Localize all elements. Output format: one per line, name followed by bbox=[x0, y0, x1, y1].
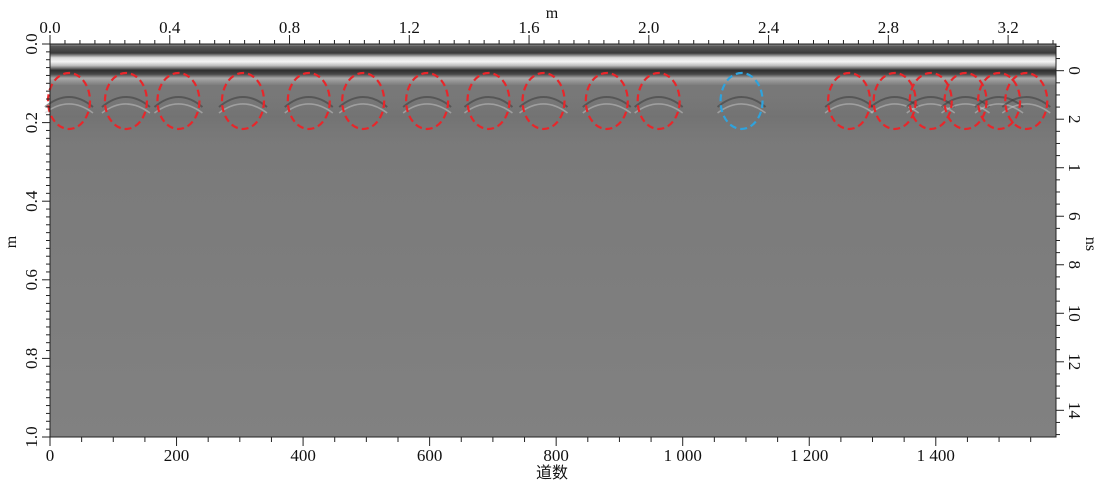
bottom-tick-label: 800 bbox=[543, 446, 569, 465]
right-tick-label: 10 bbox=[1065, 305, 1084, 322]
surface-reflection-band bbox=[50, 45, 1056, 86]
anomaly-ellipse-blue bbox=[719, 71, 764, 131]
anomaly-ellipse-red bbox=[220, 71, 266, 131]
bottom-axis: 0 200 400 600 800 1 000 1 200 1 400 bbox=[46, 437, 1032, 465]
top-axis: 0.0 0.4 0.8 1.2 1.6 2.0 2.4 2.8 3.2 bbox=[39, 18, 1054, 44]
shallow-texture-band bbox=[50, 83, 1056, 151]
right-tick-label: 0 bbox=[1065, 66, 1084, 75]
anomaly-ellipse-red bbox=[908, 71, 953, 131]
top-axis-label: m bbox=[546, 5, 559, 22]
bottom-tick-label: 1 200 bbox=[790, 446, 828, 465]
right-tick-label: 8 bbox=[1065, 261, 1084, 270]
anomaly-ellipse-red bbox=[46, 71, 92, 131]
anomaly-ellipse-red bbox=[943, 71, 988, 131]
anomaly-ellipse-red bbox=[156, 71, 201, 131]
right-axis-label: ns bbox=[1082, 237, 1099, 251]
left-tick-label: 1.0 bbox=[22, 426, 41, 447]
bottom-tick-label: 400 bbox=[290, 446, 316, 465]
top-tick-label: 0.0 bbox=[39, 18, 60, 37]
left-tick-label: 0.2 bbox=[22, 112, 41, 133]
bottom-tick-label: 1 000 bbox=[664, 446, 702, 465]
top-tick-label: 0.8 bbox=[279, 18, 300, 37]
right-tick-label: 12 bbox=[1065, 353, 1084, 370]
anomaly-ellipse-red bbox=[584, 71, 629, 131]
plot-area bbox=[44, 43, 1057, 438]
anomaly-ellipse-red bbox=[103, 71, 149, 131]
right-tick-label: 1 bbox=[1065, 163, 1084, 172]
top-tick-label: 1.2 bbox=[399, 18, 420, 37]
left-axis-label: m bbox=[3, 235, 20, 248]
anomaly-ellipse-red bbox=[286, 71, 331, 131]
left-tick-label: 0.0 bbox=[22, 33, 41, 54]
anomaly-ellipse-red bbox=[1004, 71, 1049, 131]
bottom-axis-label: 道数 bbox=[536, 464, 568, 481]
anomaly-ellipse-red bbox=[521, 71, 566, 131]
right-tick-label: 14 bbox=[1065, 402, 1084, 420]
top-tick-label: 0.4 bbox=[159, 18, 181, 37]
right-tick-label: 6 bbox=[1065, 212, 1084, 221]
top-tick-label: 2.0 bbox=[638, 18, 659, 37]
left-tick-label: 0.6 bbox=[22, 269, 41, 290]
anomaly-ellipse-red bbox=[341, 71, 386, 131]
top-tick-label: 2.4 bbox=[758, 18, 780, 37]
top-tick-label: 3.2 bbox=[997, 18, 1018, 37]
anomaly-ellipse-red bbox=[466, 71, 511, 131]
anomaly-ellipse-red bbox=[976, 71, 1022, 131]
bottom-tick-label: 1 400 bbox=[917, 446, 955, 465]
left-axis: 0.0 0.2 0.4 0.6 0.8 1.0 bbox=[22, 33, 50, 448]
bottom-tick-label: 0 bbox=[46, 446, 55, 465]
left-tick-label: 0.8 bbox=[22, 348, 41, 369]
bottom-tick-label: 200 bbox=[164, 446, 190, 465]
anomaly-ellipse-red bbox=[636, 71, 681, 131]
anomaly-markers bbox=[46, 71, 1049, 131]
bottom-tick-label: 600 bbox=[417, 446, 443, 465]
right-tick-label: 2 bbox=[1065, 115, 1084, 124]
right-axis: 0 2 1 6 8 10 12 14 bbox=[1056, 45, 1084, 436]
left-tick-label: 0.4 bbox=[22, 190, 41, 212]
anomaly-ellipse-red bbox=[404, 71, 450, 131]
top-tick-label: 2.8 bbox=[878, 18, 899, 37]
top-tick-label: 1.6 bbox=[518, 18, 539, 37]
anomaly-ellipse-red bbox=[872, 71, 917, 131]
anomaly-ellipse-red bbox=[827, 71, 872, 131]
